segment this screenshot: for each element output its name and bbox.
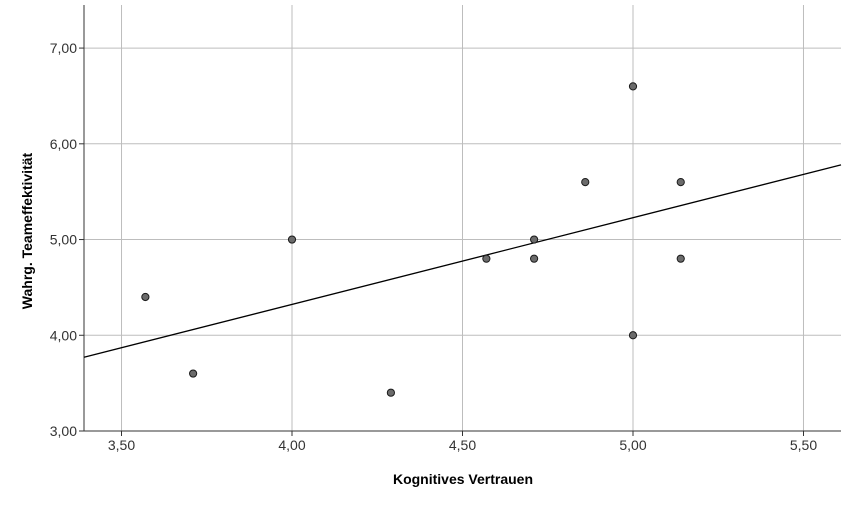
data-points [141,82,685,397]
scatter-point [386,388,395,397]
grid-lines [84,5,841,431]
scatter-point [189,369,198,378]
x-tick-label: 4,00 [278,437,305,453]
y-axis-title: Wahrg. Teameffektivität [19,152,35,309]
fit-line [83,164,842,358]
scatter-point [141,292,150,302]
y-tick-label: 3,00 [50,423,77,439]
scatter-point [628,82,638,91]
y-tick-label: 5,00 [50,232,77,248]
scatter-point [530,235,539,244]
y-tick-label: 7,00 [50,40,77,56]
y-tick-label: 6,00 [50,136,77,152]
x-tick-label: 5,50 [790,437,817,453]
scatter-point [581,178,590,187]
scatter-point [676,178,685,187]
scatter-point [676,254,685,263]
tick-labels: 3,50 4,00 4,50 5,00 5,50 3,00 4,00 5,00 6,00 7,00 [50,40,818,453]
regression-line [83,164,842,358]
scatter-point [482,254,491,263]
x-axis-title: Kognitives Vertrauen [393,471,533,487]
x-tick-label: 4,50 [449,437,476,453]
scatter-point [628,331,638,340]
x-tick-label: 3,50 [108,437,135,453]
scatter-point [287,235,297,244]
axes [79,5,841,436]
x-tick-label: 5,00 [619,437,646,453]
scatter-point [530,254,539,263]
y-tick-label: 4,00 [50,327,77,343]
